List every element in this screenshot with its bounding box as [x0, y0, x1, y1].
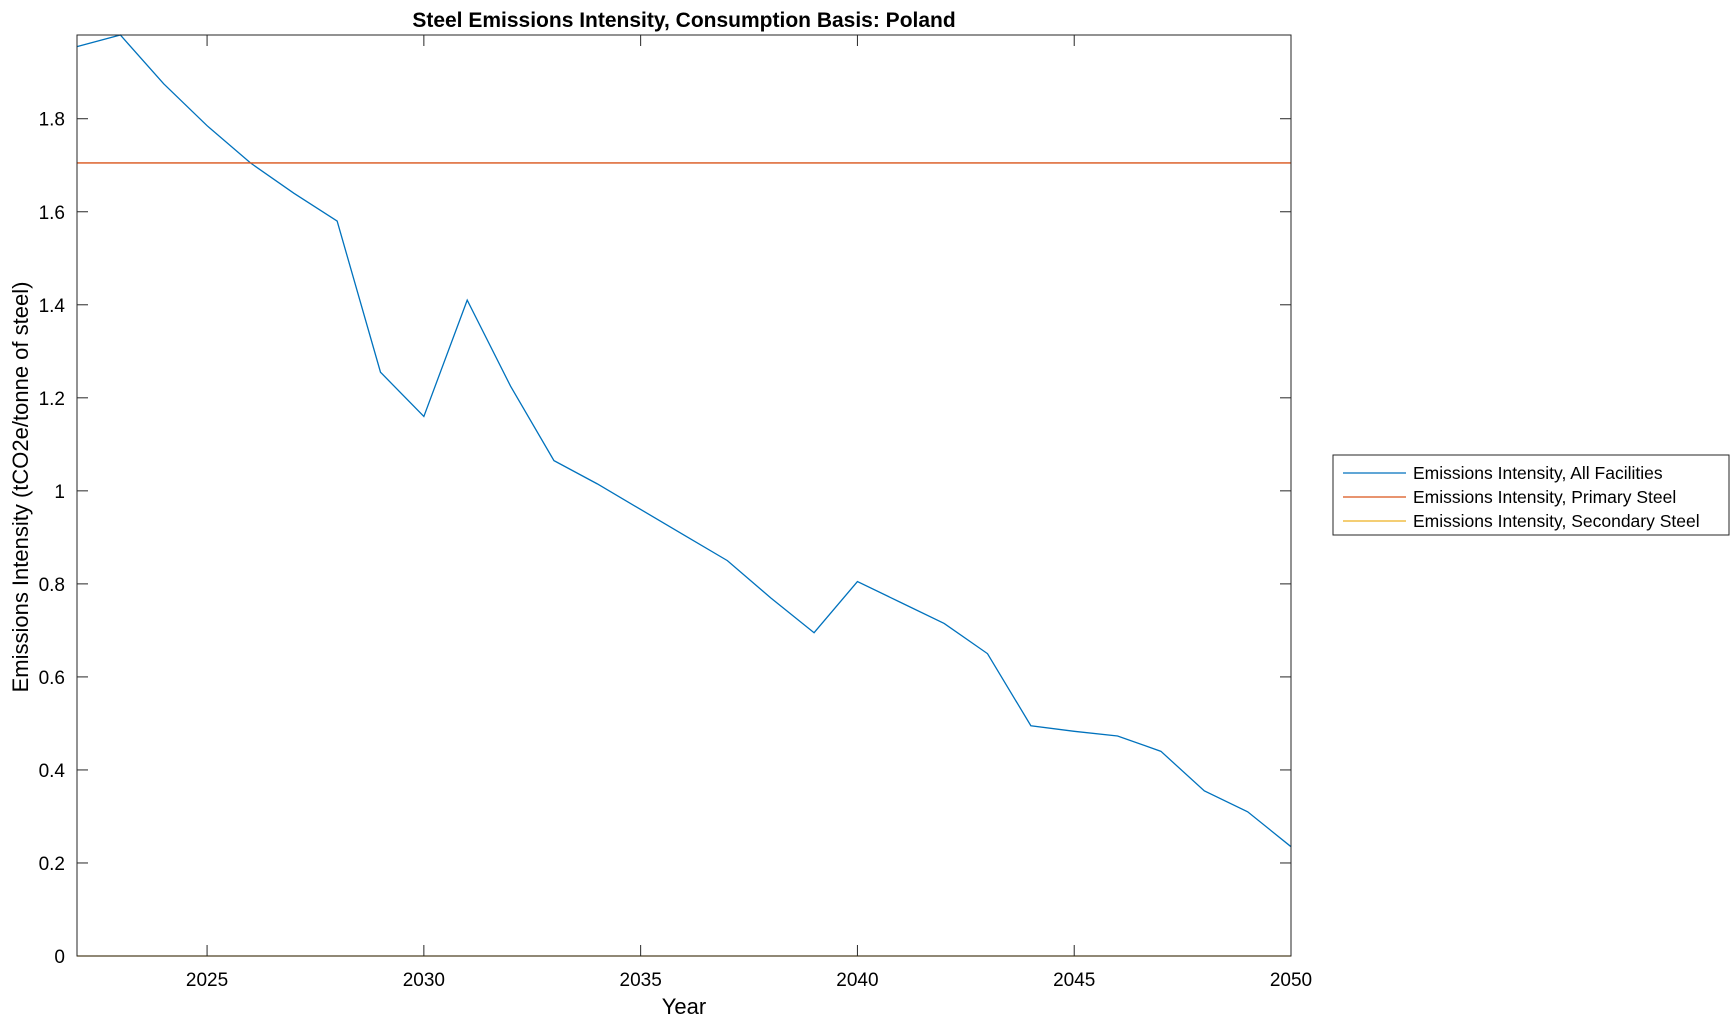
y-tick-label: 0: [54, 947, 65, 968]
y-tick-label: 1.4: [39, 296, 66, 317]
plot-frame: [76, 34, 1292, 957]
y-axis: 0 0.2 0.4 0.6 0.8 1 1.2 1.4 1.6 1.8: [39, 110, 1291, 968]
x-axis-label: Year: [662, 994, 706, 1019]
x-tick-label: 2035: [620, 970, 662, 991]
legend-box: [1332, 454, 1730, 536]
y-tick-label: 1: [54, 482, 65, 503]
chart-title: Steel Emissions Intensity, Consumption B…: [412, 9, 955, 32]
legend-entry-2: Emissions Intensity, Primary Steel: [1413, 487, 1676, 507]
y-tick-label: 1.2: [39, 389, 65, 410]
y-tick-label: 1.6: [39, 203, 65, 224]
x-tick-label: 2030: [403, 970, 445, 991]
x-tick-label: 2050: [1270, 970, 1312, 991]
y-tick-label: 0.6: [39, 668, 65, 689]
legend-entry-1: Emissions Intensity, All Facilities: [1413, 463, 1663, 483]
series-line-1: [76, 34, 1292, 848]
plot-border: [76, 34, 1292, 957]
x-tick-label: 2045: [1053, 970, 1095, 991]
plot-area: [76, 34, 1292, 957]
y-tick-label: 1.8: [39, 110, 65, 131]
legend: Emissions Intensity, All Facilities Emiss…: [1332, 454, 1730, 536]
x-axis: 2025 2030 2035 2040 2045 2050: [186, 35, 1312, 991]
y-tick-label: 0.8: [39, 575, 65, 596]
y-axis-label: Emissions Intensity (tCO2e/tonne of stee…: [8, 282, 33, 693]
y-tick-label: 0.2: [39, 854, 65, 875]
legend-entry-3: Emissions Intensity, Secondary Steel: [1413, 511, 1700, 531]
y-tick-label: 0.4: [39, 761, 66, 782]
x-tick-label: 2025: [186, 970, 228, 991]
x-tick-label: 2040: [836, 970, 878, 991]
